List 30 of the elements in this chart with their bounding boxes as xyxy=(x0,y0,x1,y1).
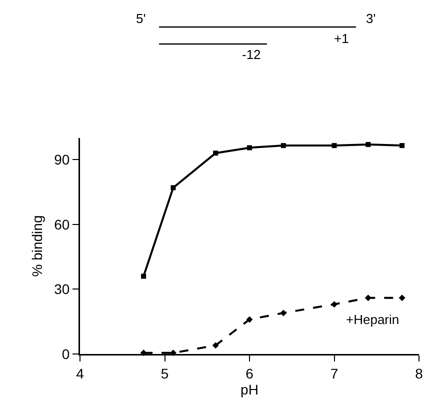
x-tick-label: 7 xyxy=(330,365,338,382)
x-tick-label: 4 xyxy=(76,365,84,382)
x-tick-label: 6 xyxy=(246,365,254,382)
point xyxy=(398,294,406,302)
text: 5' xyxy=(136,11,146,26)
text: -12 xyxy=(242,47,261,62)
y-tick-label: 0 xyxy=(62,346,70,362)
text: 3' xyxy=(366,11,376,26)
point xyxy=(247,145,252,150)
text: +1 xyxy=(334,31,349,46)
x-tick-label: 5 xyxy=(160,365,169,382)
y-tick-label: 60 xyxy=(54,216,70,232)
point xyxy=(280,143,286,148)
point xyxy=(246,316,253,323)
y-axis-title: % binding xyxy=(28,215,45,277)
point xyxy=(364,294,372,302)
point xyxy=(400,143,405,148)
annotation: +Heparin xyxy=(346,312,400,327)
x-axis-title: pH xyxy=(240,381,258,398)
point xyxy=(280,310,287,316)
point xyxy=(331,301,338,308)
point xyxy=(212,342,219,349)
point xyxy=(332,143,337,148)
point xyxy=(213,150,218,156)
point xyxy=(170,185,176,190)
point xyxy=(366,142,371,147)
x-tick-label: 8 xyxy=(415,365,424,382)
y-tick-label: 30 xyxy=(54,281,70,298)
point xyxy=(141,274,146,279)
y-tick-label: 90 xyxy=(54,152,70,168)
